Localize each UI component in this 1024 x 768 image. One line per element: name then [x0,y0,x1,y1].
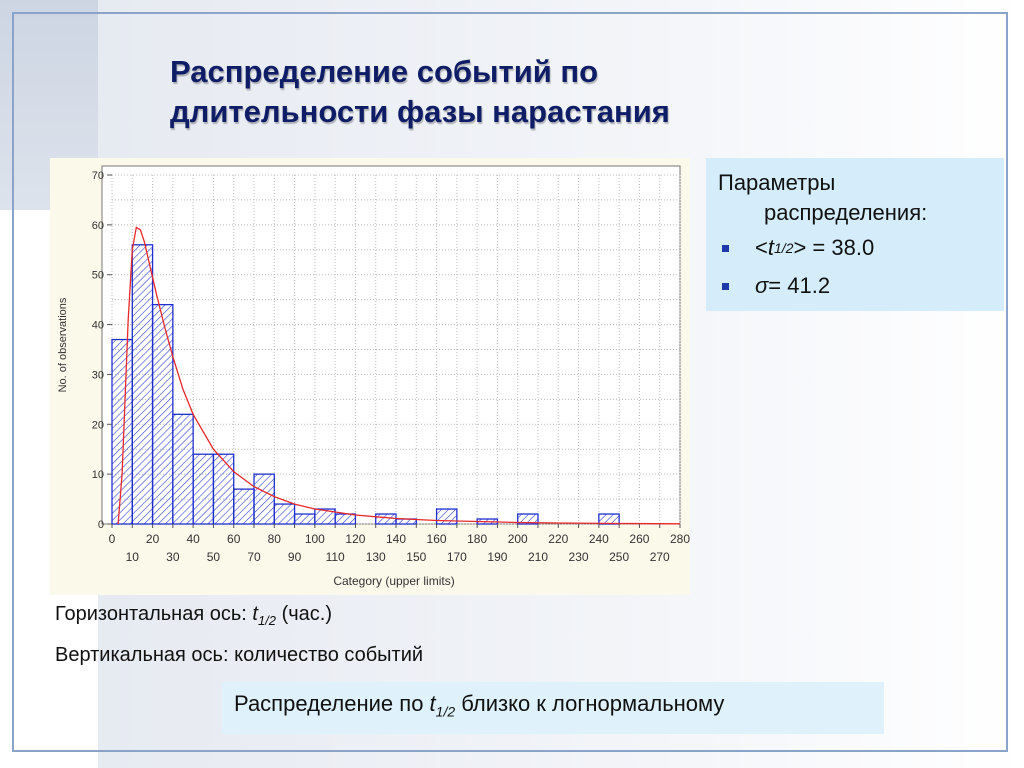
histogram-bar [435,508,458,525]
x-tick-label: 40 [186,532,200,546]
x-tick-label: 60 [227,532,241,546]
y-tick-label: 70 [92,170,104,182]
histogram-bar [334,513,357,525]
histogram-bar [151,303,174,525]
histogram-bar [111,338,133,525]
parameters-box: Параметры распределения: < t 1/2 > = 38.0 σ… [706,158,1004,311]
parameters-heading-1: Параметры [718,170,836,195]
x-tick-label: 50 [207,550,221,564]
conclusion-suffix: близко к логнормальному [455,691,725,716]
y-axis-label: No. of observations [57,297,69,392]
x-tick-label: 70 [247,550,261,564]
x-tick-label: 190 [487,550,507,564]
x-tick-label: 160 [427,532,447,546]
histogram-bar [172,413,194,525]
y-tick-label: 0 [98,519,104,531]
conclusion-symbol: t [429,691,436,716]
title-line-1: Распределение событий по [170,54,599,89]
x-tick-label: 170 [447,550,467,564]
histogram-bar [253,473,275,525]
sigma-symbol: σ [755,273,769,298]
x-tick-label: 230 [569,550,589,564]
x-tick-label: 80 [268,532,282,546]
histogram-svg: 0 10 20 30 40 50 60 70 0 20 40 60 80 100 120 140 160 180… [57,165,690,588]
x-tick-label: 280 [670,532,690,546]
parameter-sigma: σ = 41.2 [718,268,992,304]
x-tick-label: 120 [345,532,365,546]
x-caption-suffix: (час.) [276,603,333,625]
mean-symbol: t [767,235,774,260]
mean-prefix: < [755,235,768,260]
title-line-2: длительности фазы нарастания [170,94,670,129]
square-bullet-icon [722,282,729,290]
histogram-bar [517,513,539,525]
x-tick-label: 100 [305,532,325,546]
x-tick-label: 130 [366,550,386,564]
x-tick-label: 180 [467,532,487,546]
x-tick-label: 220 [548,532,568,546]
histogram-bar [192,453,215,525]
conclusion-prefix: Распределение по [234,691,430,716]
x-tick-label: 140 [386,532,406,546]
x-tick-label: 250 [609,550,629,564]
x-tick-label: 30 [166,550,180,564]
y-tick-label: 10 [92,469,104,481]
conclusion-box: Распределение по t1/2 близко к логнормал… [222,682,884,734]
x-tick-label: 150 [406,550,426,564]
histogram-bar [233,488,255,525]
square-bullet-icon [722,244,729,252]
x-caption-symbol: t [252,603,258,625]
x-tick-label: 200 [508,532,528,546]
histogram-bar [212,453,235,525]
x-caption-prefix: Горизонтальная ось: [55,603,253,625]
y-tick-label: 50 [92,270,104,282]
sigma-value: = 41.2 [768,273,831,298]
y-tick-label: 60 [92,220,104,232]
x-caption-subscript: 1/2 [257,613,277,628]
y-tick-label: 20 [92,419,104,431]
x-axis-label: Category (upper limits) [333,574,454,588]
x-tick-label: 10 [126,550,140,564]
histogram-bar [375,513,397,525]
x-tick-label: 260 [629,532,649,546]
x-tick-label: 0 [109,532,116,546]
x-tick-label: 210 [528,550,548,564]
x-tick-label: 20 [146,532,160,546]
x-axis-caption: Горизонтальная ось: t1/2 (час.) [55,603,332,628]
histogram-bar [131,244,154,525]
x-tick-label: 240 [589,532,609,546]
lognormal-fit-curve [117,226,681,525]
histogram-bar [273,503,296,525]
conclusion-subscript: 1/2 [435,703,456,720]
histogram-chart: 0 10 20 30 40 50 60 70 0 20 40 60 80 100 120 140 160 180… [50,158,690,595]
x-tick-label: 270 [650,550,670,564]
y-tick-label: 30 [92,369,104,381]
histogram-bar [598,513,620,525]
slide-frame [12,12,1008,752]
parameters-heading-2: распределения: [764,200,928,225]
slide-title: Распределение событий по длительности фа… [170,52,790,132]
mean-value: > = 38.0 [793,235,875,260]
histogram-bar [293,513,316,525]
x-tick-label: 110 [326,550,345,564]
y-axis-caption: Вертикальная ось: количество событий [55,644,424,666]
parameter-mean: < t 1/2 > = 38.0 [718,230,992,266]
y-tick-label: 40 [92,320,104,332]
x-tick-label: 90 [288,550,302,564]
mean-subscript: 1/2 [773,240,794,256]
